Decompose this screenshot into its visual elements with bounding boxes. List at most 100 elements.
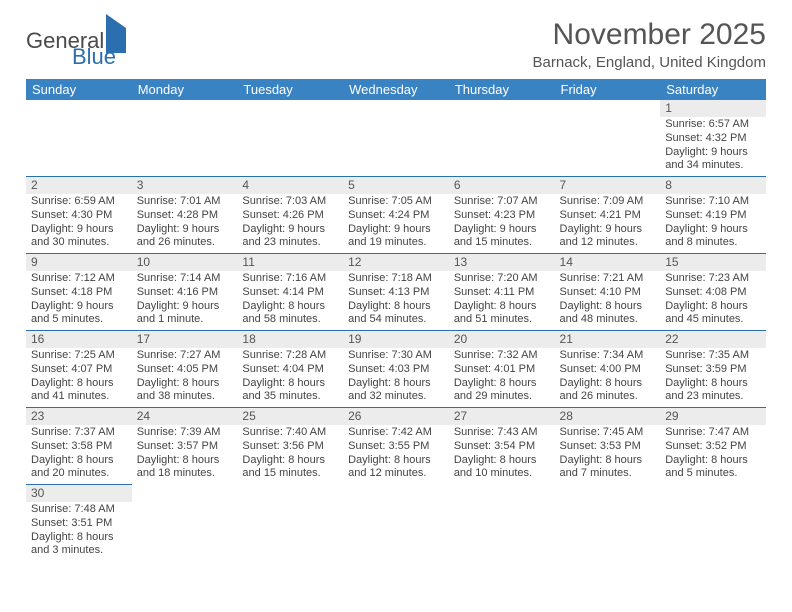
day-info: Sunrise: 7:34 AMSunset: 4:00 PMDaylight:… bbox=[555, 348, 661, 407]
daylight-text: and 23 minutes. bbox=[665, 390, 761, 404]
sunrise-text: Sunrise: 7:18 AM bbox=[348, 272, 444, 286]
daylight-text: and 10 minutes. bbox=[454, 467, 550, 481]
day-info: Sunrise: 7:01 AMSunset: 4:28 PMDaylight:… bbox=[132, 194, 238, 253]
calendar-cell: 5Sunrise: 7:05 AMSunset: 4:24 PMDaylight… bbox=[343, 176, 449, 253]
day-info: Sunrise: 7:43 AMSunset: 3:54 PMDaylight:… bbox=[449, 425, 555, 484]
daylight-text: Daylight: 8 hours bbox=[31, 454, 127, 468]
calendar-cell: 7Sunrise: 7:09 AMSunset: 4:21 PMDaylight… bbox=[555, 176, 661, 253]
location: Barnack, England, United Kingdom bbox=[533, 54, 766, 71]
sunset-text: Sunset: 4:05 PM bbox=[137, 363, 233, 377]
day-info: Sunrise: 7:27 AMSunset: 4:05 PMDaylight:… bbox=[132, 348, 238, 407]
day-number: 10 bbox=[132, 253, 238, 271]
calendar-cell bbox=[660, 484, 766, 561]
daylight-text: and 5 minutes. bbox=[665, 467, 761, 481]
sunset-text: Sunset: 4:01 PM bbox=[454, 363, 550, 377]
day-info: Sunrise: 6:57 AMSunset: 4:32 PMDaylight:… bbox=[660, 117, 766, 176]
daylight-text: Daylight: 9 hours bbox=[454, 223, 550, 237]
day-number: 11 bbox=[237, 253, 343, 271]
sunset-text: Sunset: 4:21 PM bbox=[560, 209, 656, 223]
daylight-text: and 23 minutes. bbox=[242, 236, 338, 250]
sunrise-text: Sunrise: 7:01 AM bbox=[137, 195, 233, 209]
daylight-text: Daylight: 9 hours bbox=[348, 223, 444, 237]
daylight-text: Daylight: 8 hours bbox=[242, 300, 338, 314]
calendar-cell: 16Sunrise: 7:25 AMSunset: 4:07 PMDayligh… bbox=[26, 330, 132, 407]
daylight-text: and 38 minutes. bbox=[137, 390, 233, 404]
daylight-text: Daylight: 8 hours bbox=[560, 454, 656, 468]
day-info: Sunrise: 7:39 AMSunset: 3:57 PMDaylight:… bbox=[132, 425, 238, 484]
daylight-text: and 29 minutes. bbox=[454, 390, 550, 404]
daylight-text: and 51 minutes. bbox=[454, 313, 550, 327]
daylight-text: and 58 minutes. bbox=[242, 313, 338, 327]
day-number: 25 bbox=[237, 407, 343, 425]
day-info: Sunrise: 7:10 AMSunset: 4:19 PMDaylight:… bbox=[660, 194, 766, 253]
day-number: 28 bbox=[555, 407, 661, 425]
daylight-text: Daylight: 9 hours bbox=[242, 223, 338, 237]
calendar-week-row: 2Sunrise: 6:59 AMSunset: 4:30 PMDaylight… bbox=[26, 176, 766, 253]
sunset-text: Sunset: 4:30 PM bbox=[31, 209, 127, 223]
daylight-text: Daylight: 8 hours bbox=[560, 300, 656, 314]
sunrise-text: Sunrise: 7:25 AM bbox=[31, 349, 127, 363]
day-number: 26 bbox=[343, 407, 449, 425]
daylight-text: Daylight: 8 hours bbox=[348, 300, 444, 314]
day-info: Sunrise: 7:21 AMSunset: 4:10 PMDaylight:… bbox=[555, 271, 661, 330]
daylight-text: Daylight: 9 hours bbox=[665, 146, 761, 160]
sunset-text: Sunset: 3:58 PM bbox=[31, 440, 127, 454]
daylight-text: and 26 minutes. bbox=[560, 390, 656, 404]
calendar-cell bbox=[343, 484, 449, 561]
sunrise-text: Sunrise: 6:57 AM bbox=[665, 118, 761, 132]
daylight-text: Daylight: 8 hours bbox=[137, 454, 233, 468]
day-info: Sunrise: 7:09 AMSunset: 4:21 PMDaylight:… bbox=[555, 194, 661, 253]
sunrise-text: Sunrise: 7:27 AM bbox=[137, 349, 233, 363]
sunrise-text: Sunrise: 7:12 AM bbox=[31, 272, 127, 286]
calendar-cell: 14Sunrise: 7:21 AMSunset: 4:10 PMDayligh… bbox=[555, 253, 661, 330]
daylight-text: Daylight: 8 hours bbox=[665, 377, 761, 391]
calendar-cell bbox=[449, 100, 555, 176]
day-number: 4 bbox=[237, 176, 343, 194]
day-number: 9 bbox=[26, 253, 132, 271]
sunset-text: Sunset: 4:14 PM bbox=[242, 286, 338, 300]
sunrise-text: Sunrise: 7:34 AM bbox=[560, 349, 656, 363]
daylight-text: Daylight: 8 hours bbox=[454, 377, 550, 391]
calendar-cell bbox=[449, 484, 555, 561]
calendar-week-row: 30Sunrise: 7:48 AMSunset: 3:51 PMDayligh… bbox=[26, 484, 766, 561]
calendar-cell: 23Sunrise: 7:37 AMSunset: 3:58 PMDayligh… bbox=[26, 407, 132, 484]
daylight-text: and 54 minutes. bbox=[348, 313, 444, 327]
header: General Blue November 2025 Barnack, Engl… bbox=[26, 18, 766, 71]
daylight-text: Daylight: 9 hours bbox=[137, 223, 233, 237]
calendar-cell bbox=[237, 100, 343, 176]
sunrise-text: Sunrise: 7:45 AM bbox=[560, 426, 656, 440]
sunrise-text: Sunrise: 7:47 AM bbox=[665, 426, 761, 440]
weekday-heading: Saturday bbox=[660, 79, 766, 100]
sunset-text: Sunset: 3:53 PM bbox=[560, 440, 656, 454]
day-number: 20 bbox=[449, 330, 555, 348]
day-info: Sunrise: 7:07 AMSunset: 4:23 PMDaylight:… bbox=[449, 194, 555, 253]
sunset-text: Sunset: 3:57 PM bbox=[137, 440, 233, 454]
day-number: 19 bbox=[343, 330, 449, 348]
sunset-text: Sunset: 4:03 PM bbox=[348, 363, 444, 377]
day-number: 27 bbox=[449, 407, 555, 425]
sunrise-text: Sunrise: 7:30 AM bbox=[348, 349, 444, 363]
sunrise-text: Sunrise: 7:05 AM bbox=[348, 195, 444, 209]
daylight-text: and 48 minutes. bbox=[560, 313, 656, 327]
day-number: 30 bbox=[26, 484, 132, 502]
sunset-text: Sunset: 4:00 PM bbox=[560, 363, 656, 377]
calendar-cell: 29Sunrise: 7:47 AMSunset: 3:52 PMDayligh… bbox=[660, 407, 766, 484]
weekday-heading: Thursday bbox=[449, 79, 555, 100]
weekday-header-row: Sunday Monday Tuesday Wednesday Thursday… bbox=[26, 79, 766, 100]
daylight-text: and 32 minutes. bbox=[348, 390, 444, 404]
sunrise-text: Sunrise: 7:42 AM bbox=[348, 426, 444, 440]
sunset-text: Sunset: 4:18 PM bbox=[31, 286, 127, 300]
sunset-text: Sunset: 4:16 PM bbox=[137, 286, 233, 300]
calendar-cell: 3Sunrise: 7:01 AMSunset: 4:28 PMDaylight… bbox=[132, 176, 238, 253]
daylight-text: and 45 minutes. bbox=[665, 313, 761, 327]
day-number: 15 bbox=[660, 253, 766, 271]
calendar-cell: 2Sunrise: 6:59 AMSunset: 4:30 PMDaylight… bbox=[26, 176, 132, 253]
sunrise-text: Sunrise: 7:28 AM bbox=[242, 349, 338, 363]
weekday-heading: Sunday bbox=[26, 79, 132, 100]
calendar-cell: 28Sunrise: 7:45 AMSunset: 3:53 PMDayligh… bbox=[555, 407, 661, 484]
daylight-text: and 19 minutes. bbox=[348, 236, 444, 250]
calendar-cell: 25Sunrise: 7:40 AMSunset: 3:56 PMDayligh… bbox=[237, 407, 343, 484]
sunset-text: Sunset: 4:19 PM bbox=[665, 209, 761, 223]
calendar-cell: 22Sunrise: 7:35 AMSunset: 3:59 PMDayligh… bbox=[660, 330, 766, 407]
sunset-text: Sunset: 3:54 PM bbox=[454, 440, 550, 454]
